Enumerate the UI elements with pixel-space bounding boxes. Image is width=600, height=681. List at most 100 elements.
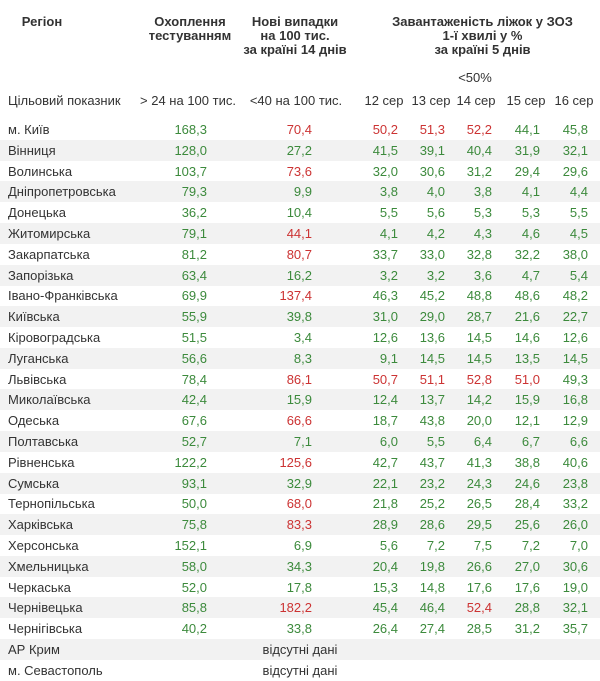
covid-region-table: м. Київ 168,3 70,4 50,2 51,3 52,2 44,1 45,8 Вінн… <box>0 14 600 678</box>
table-row: Запорізька 63,4 16,2 3,2 3,2 3,6 4,7 5,4 <box>0 264 600 286</box>
bed-occupancy-value: 32,2 <box>514 246 540 262</box>
region-name: Вінниця <box>8 142 56 158</box>
bed-occupancy-value: 21,6 <box>514 309 540 325</box>
bed-occupancy-value: 26,5 <box>466 496 492 512</box>
bed-occupancy-value: 12,1 <box>514 413 540 429</box>
bed-occupancy-value: 26,4 <box>372 621 398 637</box>
bed-occupancy-value: 33,7 <box>372 246 398 262</box>
testing-value: 36,2 <box>181 205 207 221</box>
bed-occupancy-value: 40,6 <box>562 454 588 470</box>
bed-occupancy-value: 14,6 <box>514 330 540 345</box>
bed-occupancy-value: 30,6 <box>419 163 445 179</box>
bed-occupancy-value: 26,6 <box>466 558 492 574</box>
bed-occupancy-value: 32,1 <box>562 600 588 616</box>
table-row: Миколаївська 42,4 15,9 12,4 13,7 14,2 15,9 16,8 <box>0 389 600 411</box>
new-cases-value: 7,1 <box>293 434 312 449</box>
region-name: Хмельницька <box>8 558 89 574</box>
testing-value: 42,4 <box>181 392 207 408</box>
bed-occupancy-value: 52,4 <box>466 600 492 616</box>
region-name: Миколаївська <box>8 392 91 408</box>
bed-occupancy-value: 4,6 <box>521 226 540 241</box>
bed-occupancy-value: 6,6 <box>569 434 588 449</box>
bed-occupancy-value: 46,3 <box>372 288 398 304</box>
missing-data-label: відсутні дані <box>262 662 338 678</box>
bed-occupancy-value: 51,3 <box>419 122 445 137</box>
bed-occupancy-value: 45,4 <box>372 600 398 616</box>
bed-occupancy-value: 4,1 <box>379 226 398 241</box>
table-row: Дніпропетровська 79,3 9,9 3,8 4,0 3,8 4,1 4,4 <box>0 181 600 203</box>
bed-occupancy-value: 7,0 <box>569 538 588 553</box>
table-row: Рівненська 122,2 125,6 42,7 43,7 41,3 38,8 40,6 <box>0 452 600 473</box>
bed-occupancy-value: 32,8 <box>466 246 492 262</box>
new-cases-value: 16,2 <box>286 267 312 283</box>
bed-occupancy-value: 41,5 <box>372 142 398 158</box>
bed-occupancy-value: 51,0 <box>514 371 540 387</box>
bed-occupancy-value: 17,6 <box>466 579 492 595</box>
bed-occupancy-value: 28,5 <box>466 621 492 637</box>
bed-occupancy-value: 39,1 <box>419 142 445 158</box>
date-header: 16 сер <box>554 93 594 108</box>
testing-value: 52,7 <box>181 434 207 449</box>
region-name: Житомирська <box>8 226 91 241</box>
table-row: Чернігівська 40,2 33,8 26,4 27,4 28,5 31,2 35,7 <box>0 618 600 639</box>
table-row: м. Севастополь відсутні дані <box>0 660 600 681</box>
bed-occupancy-value: 30,6 <box>562 558 588 574</box>
bed-occupancy-value: 33,2 <box>562 496 588 512</box>
bed-target-label: <50% <box>458 70 492 85</box>
testing-value: 51,5 <box>181 330 207 345</box>
bed-occupancy-value: 5,6 <box>426 205 445 221</box>
bed-occupancy-value: 40,4 <box>466 142 492 158</box>
bed-occupancy-value: 12,6 <box>562 330 588 345</box>
bed-occupancy-value: 50,2 <box>372 122 398 137</box>
region-name: м. Севастополь <box>8 662 103 678</box>
testing-value: 58,0 <box>181 558 207 574</box>
region-name: Херсонська <box>8 538 79 553</box>
bed-occupancy-value: 46,4 <box>419 600 445 616</box>
testing-value: 55,9 <box>181 309 207 325</box>
bed-occupancy-value: 15,9 <box>514 392 540 408</box>
bed-occupancy-value: 5,6 <box>379 538 398 553</box>
table-row: Вінниця 128,0 27,2 41,5 39,1 40,4 31,9 32,1 <box>0 139 600 161</box>
region-name: Черкаська <box>8 579 71 595</box>
bed-occupancy-value: 14,5 <box>466 330 492 345</box>
region-name: Чернігівська <box>8 621 83 637</box>
testing-value: 56,6 <box>181 350 207 366</box>
table-row: Волинська 103,7 73,6 32,0 30,6 31,2 29,4 29,6 <box>0 161 600 182</box>
bed-occupancy-value: 12,4 <box>372 392 398 408</box>
testing-value: 79,3 <box>181 184 207 200</box>
testing-value: 75,8 <box>181 517 207 533</box>
region-name: Дніпропетровська <box>8 184 116 200</box>
bed-occupancy-value: 23,8 <box>562 475 588 491</box>
date-header: 14 сер <box>456 93 496 108</box>
bed-occupancy-value: 12,9 <box>562 413 588 429</box>
table-row: Житомирська 79,1 44,1 4,1 4,2 4,3 4,6 4,5 <box>0 223 600 244</box>
bed-occupancy-value: 41,3 <box>466 454 492 470</box>
testing-value: 128,0 <box>174 142 207 158</box>
region-name: м. Київ <box>8 122 50 137</box>
bed-occupancy-value: 50,7 <box>372 371 398 387</box>
bed-occupancy-value: 21,8 <box>372 496 398 512</box>
table-row: Тернопільська 50,0 68,0 21,8 25,2 26,5 28,4 33,… <box>0 493 600 514</box>
table-row: Хмельницька 58,0 34,3 20,4 19,8 26,6 27,0 30,6 <box>0 555 600 577</box>
table-row: Львівська 78,4 86,1 50,7 51,1 52,8 51,0 49,3 <box>0 369 600 390</box>
table-row: Донецька 36,2 10,4 5,5 5,6 5,3 5,3 5,5 <box>0 202 600 223</box>
header-new-cases: Нові випадки на 100 тис. за країні 14 дн… <box>243 14 347 57</box>
testing-value: 52,0 <box>181 579 207 595</box>
bed-occupancy-value: 4,2 <box>426 226 445 241</box>
bed-occupancy-value: 5,4 <box>569 267 588 283</box>
bed-occupancy-value: 31,9 <box>514 142 540 158</box>
bed-occupancy-value: 3,8 <box>379 184 398 200</box>
bed-occupancy-value: 19,8 <box>419 558 445 574</box>
bed-occupancy-value: 3,2 <box>426 267 445 283</box>
bed-occupancy-value: 4,4 <box>569 184 588 200</box>
bed-occupancy-value: 15,3 <box>372 579 398 595</box>
testing-value: 122,2 <box>174 454 207 470</box>
new-cases-value: 182,2 <box>279 600 312 616</box>
region-name: Рівненська <box>8 454 75 470</box>
bed-occupancy-value: 25,6 <box>514 517 540 533</box>
bed-occupancy-value: 5,5 <box>569 205 588 221</box>
date-header: 13 сер <box>411 93 451 108</box>
region-name: Тернопільська <box>8 496 95 512</box>
region-name: Одеська <box>8 413 60 429</box>
testing-value: 40,2 <box>181 621 207 637</box>
